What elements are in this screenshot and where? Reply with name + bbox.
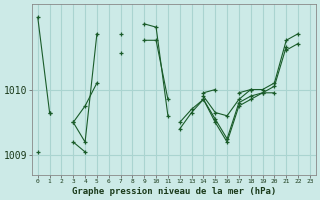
X-axis label: Graphe pression niveau de la mer (hPa): Graphe pression niveau de la mer (hPa) [72,187,276,196]
